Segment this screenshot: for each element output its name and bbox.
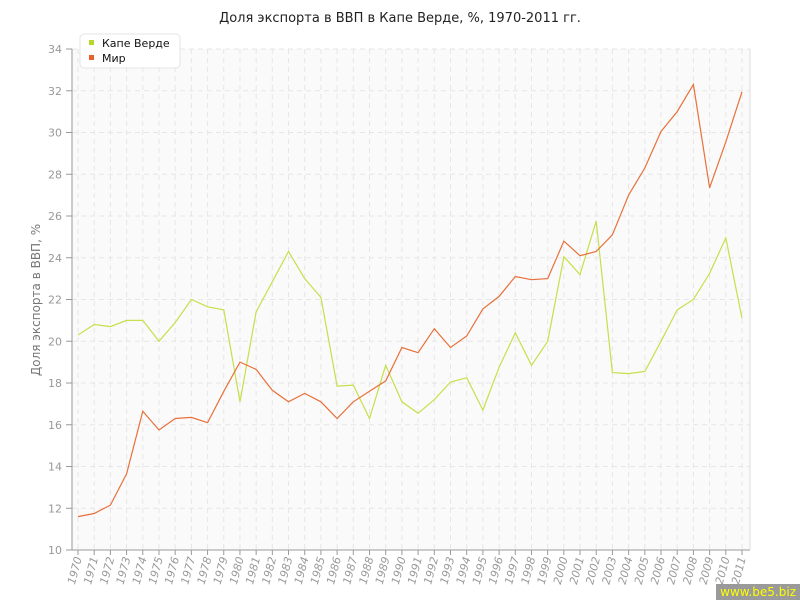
y-tick-label: 22 (48, 294, 62, 307)
y-tick-label: 26 (48, 210, 62, 223)
series-lines (77, 82, 743, 518)
y-tick-label: 14 (48, 461, 62, 474)
y-tick-label: 10 (48, 544, 62, 557)
series-line-mir (77, 82, 743, 518)
legend-label-kape-verde: Капе Верде (102, 37, 170, 50)
watermark: www.be5.biz (716, 584, 800, 600)
chart-title: Доля экспорта в ВВП в Капе Верде, %, 197… (219, 11, 581, 26)
y-tick-label: 18 (48, 377, 62, 390)
legend: Капе Верде Мир (79, 33, 181, 69)
y-tick-label: 30 (48, 127, 62, 140)
y-tick-label: 16 (48, 419, 62, 432)
y-tick-label: 12 (48, 502, 62, 515)
grid (72, 48, 750, 550)
y-tick-label: 24 (48, 252, 62, 265)
y-tick-label: 20 (48, 335, 62, 348)
legend-box (79, 33, 181, 69)
y-tick-label: 32 (48, 85, 62, 98)
legend-label-mir: Мир (102, 52, 126, 65)
series-line-kape-verde (77, 221, 743, 421)
y-tick-label: 28 (48, 168, 62, 181)
legend-swatch-kape-verde (89, 40, 94, 45)
y-axis-label: Доля экспорта в ВВП, % (29, 224, 43, 376)
legend-swatch-mir (89, 55, 94, 60)
y-tick-label: 34 (48, 43, 62, 56)
axes: 1012141618202224262830323419701971197219… (48, 43, 751, 586)
